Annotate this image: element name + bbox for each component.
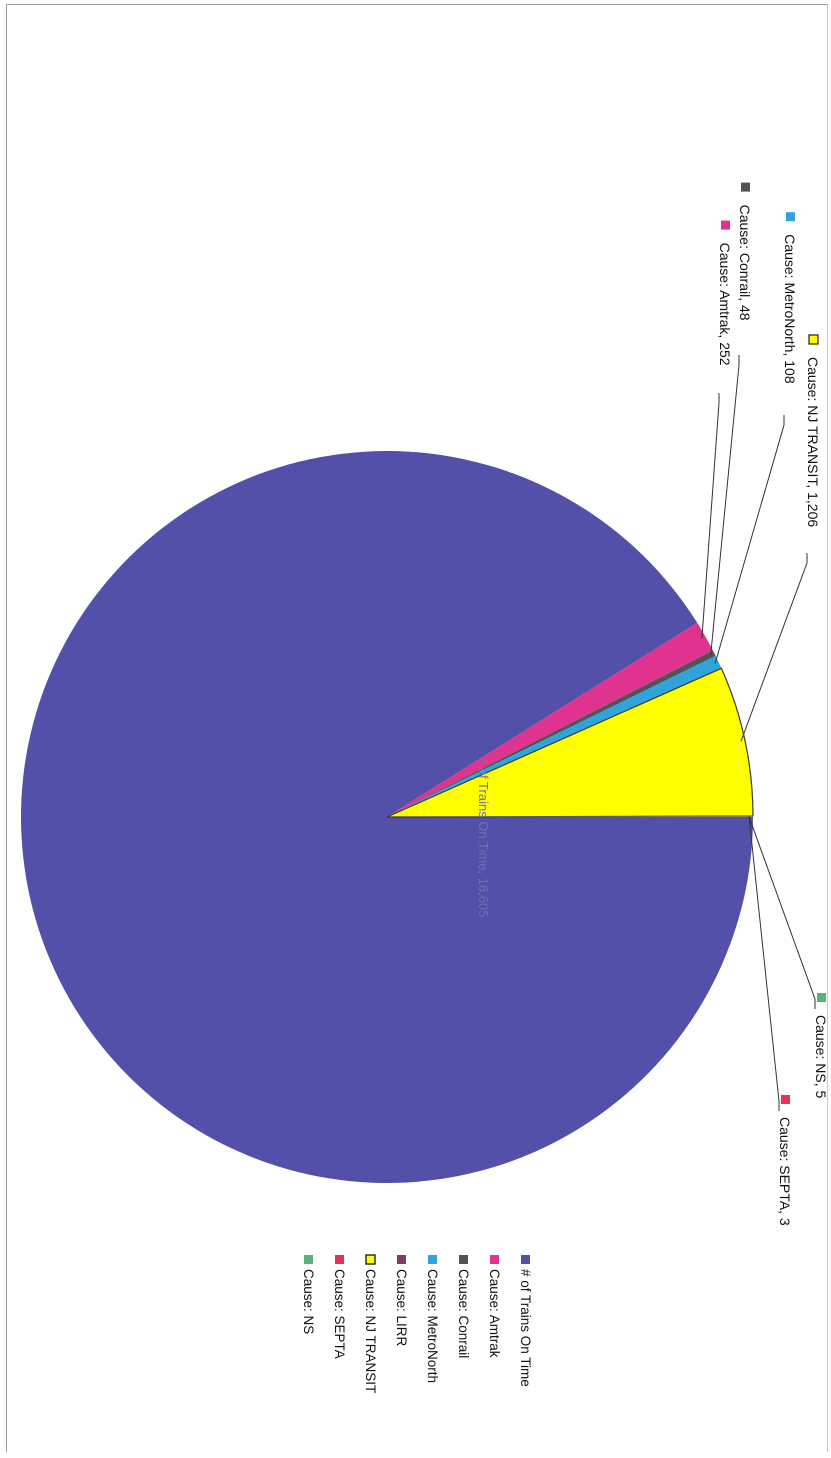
leader-line-cause-ns <box>748 816 816 1009</box>
data-label-cause-conrail: Cause: Conrail, 48 <box>737 205 753 321</box>
data-label-cause-ns: Cause: NS, 5 <box>813 1015 829 1098</box>
legend-entry-cause-septa: Cause: SEPTA <box>332 1269 347 1359</box>
legend-entry-cause-metronorth: Cause: MetroNorth <box>425 1269 440 1383</box>
leader-line-cause-metronorth <box>714 415 785 664</box>
pie-chart: Cause: Amtrak, 252 Cause: Conrail, 48 Caus… <box>21 182 829 1393</box>
data-label-cause-septa: Cause: SEPTA, 3 <box>777 1117 793 1226</box>
data-label-swatch-cause-nj-transit <box>808 334 819 345</box>
rotated-chart-group: Cause: Amtrak, 252 Cause: Conrail, 48 Caus… <box>21 182 829 1393</box>
legend-entry-cause-ns: Cause: NS <box>301 1269 316 1334</box>
chart-frame: Cause: Amtrak, 252 Cause: Conrail, 48 Caus… <box>6 4 829 1452</box>
leader-line-cause-septa <box>748 816 780 1111</box>
data-label-swatch-cause-conrail <box>741 182 750 192</box>
legend-entry-cause-nj-transit: Cause: NJ TRANSIT <box>363 1269 378 1393</box>
legend-swatch-cause-ns <box>304 1255 313 1264</box>
pie-slice-cause-amtrak <box>387 622 713 817</box>
legend-entry-cause-amtrak: Cause: Amtrak <box>487 1269 502 1358</box>
leader-line-cause-conrail <box>710 355 740 656</box>
legend-swatch-cause-septa <box>335 1255 344 1264</box>
legend-entry-cause-conrail: Cause: Conrail <box>456 1269 471 1358</box>
data-label-swatch-cause-metronorth <box>786 212 795 222</box>
pie-slice-cause-metronorth <box>387 655 722 817</box>
data-label-num-of-trains-on-time: # of Trains On Time, 16,605 <box>476 757 491 917</box>
legend-swatch-cause-nj-transit <box>365 1254 376 1265</box>
legend-entry-num-of-trains-on-time: # of Trains On Time <box>518 1269 533 1387</box>
pie-slice-cause-conrail <box>387 650 716 817</box>
data-label-swatch-cause-septa <box>781 1095 790 1104</box>
leader-line-cause-amtrak <box>701 393 720 639</box>
data-label-swatch-cause-amtrak <box>721 220 730 230</box>
data-label-cause-metronorth: Cause: MetroNorth, 108 <box>782 234 798 384</box>
legend-entry-cause-lirr: Cause: LIRR <box>394 1269 409 1347</box>
data-label-swatch-cause-ns <box>817 993 826 1002</box>
legend-swatch-cause-amtrak <box>490 1255 499 1264</box>
data-label-cause-nj-transit: Cause: NJ TRANSIT, 1,206 <box>805 357 821 527</box>
legend-swatch-cause-conrail <box>459 1255 468 1264</box>
legend-swatch-cause-metronorth <box>428 1255 437 1264</box>
leader-line-cause-nj-transit <box>740 553 808 742</box>
legend-swatch-num-of-trains-on-time <box>521 1255 530 1264</box>
legend-swatch-cause-lirr <box>397 1255 406 1264</box>
data-label-cause-amtrak: Cause: Amtrak, 252 <box>717 243 733 366</box>
pie-slice-cause-nj-transit <box>386 667 754 818</box>
